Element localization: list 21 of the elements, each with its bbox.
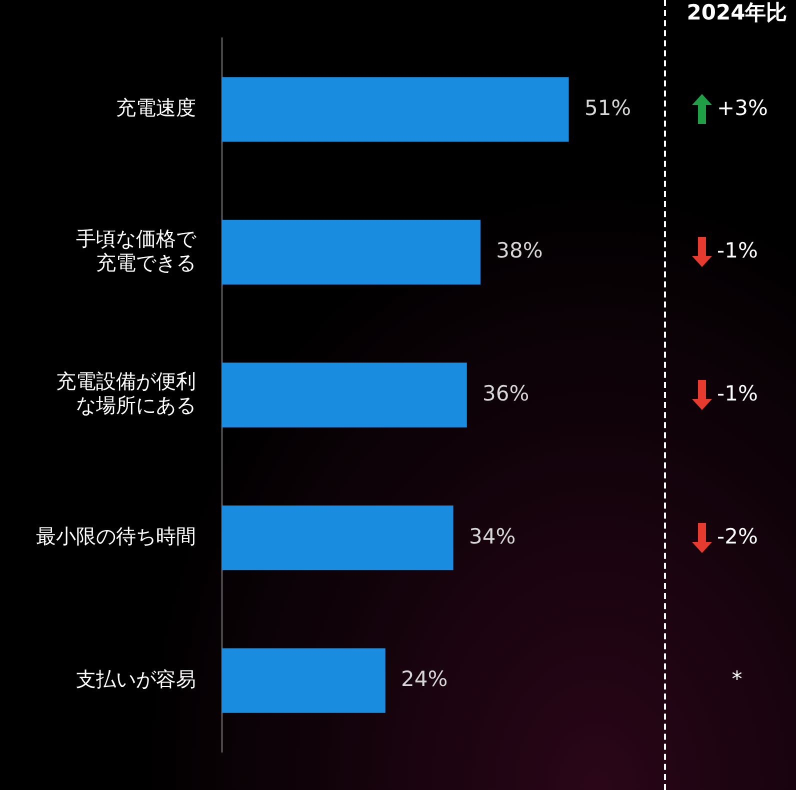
text: +3% — [717, 96, 768, 120]
text: * — [732, 667, 742, 692]
bar — [222, 362, 467, 428]
y-tick-label: 手頃な価格で充電できる — [76, 226, 197, 274]
bar — [222, 77, 569, 142]
text: -1% — [717, 381, 758, 406]
text: 2024年比 — [686, 0, 788, 24]
bar — [222, 648, 386, 713]
y-tick-label: 充電速度 — [116, 96, 196, 120]
data-label: 34% — [468, 524, 516, 548]
data-label: 38% — [496, 238, 543, 263]
bar — [222, 220, 480, 285]
text: -2% — [717, 524, 758, 548]
text: -1% — [717, 238, 758, 263]
y-tick-label: 最小限の待ち時間 — [36, 524, 196, 548]
data-label: 36% — [482, 381, 530, 406]
data-label: 24% — [401, 667, 448, 692]
y-tick-label: 充電設備が便利な場所にある — [56, 369, 196, 418]
bar — [222, 505, 454, 570]
y-tick-label: 支払いが容易 — [76, 666, 196, 691]
data-label: 51% — [584, 96, 632, 120]
